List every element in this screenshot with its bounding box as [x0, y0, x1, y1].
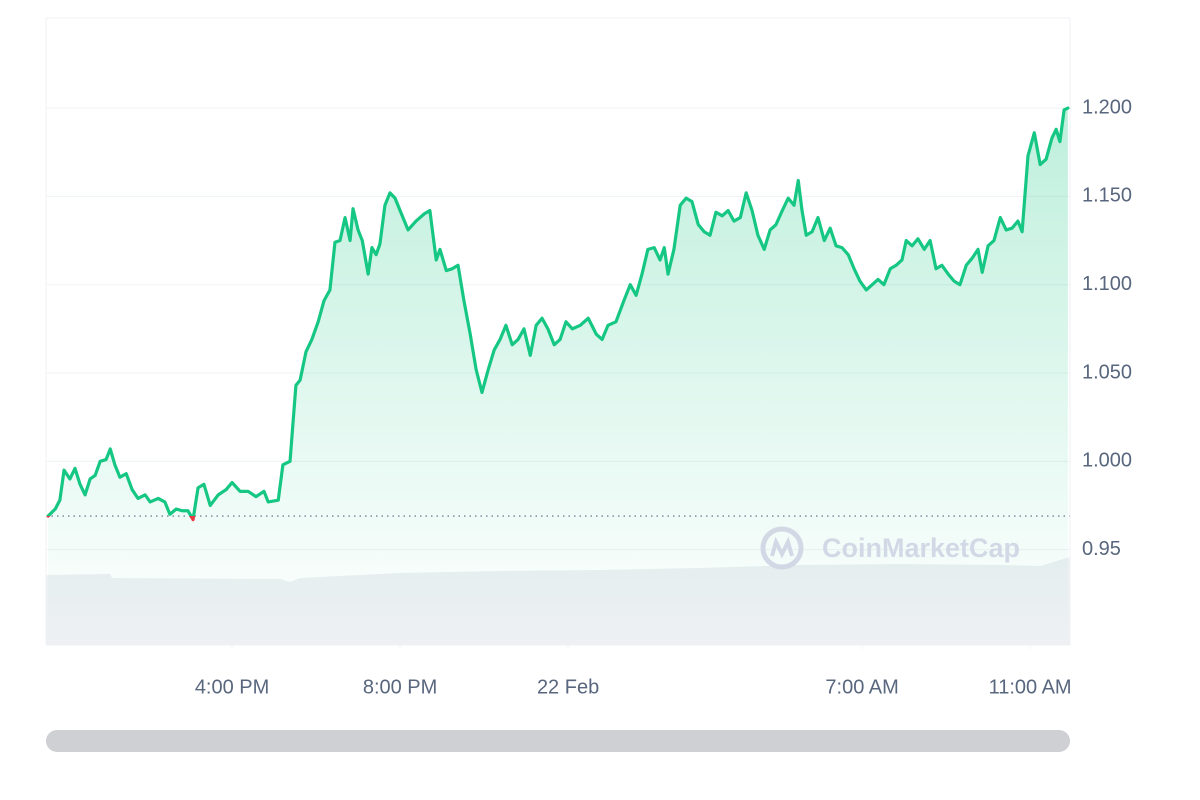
x-tick-label: 22 Feb [537, 676, 599, 698]
y-tick-label: 1.200 [1082, 96, 1132, 118]
plot [46, 106, 1070, 645]
watermark-logo [760, 526, 804, 570]
price-area [48, 108, 1068, 645]
price-line [46, 106, 1070, 522]
y-tick-label: 0.95 [1082, 538, 1121, 560]
x-tick-label: 8:00 PM [363, 676, 437, 698]
y-tick-label: 1.000 [1082, 450, 1132, 472]
y-tick-label: 1.150 [1082, 185, 1132, 207]
x-tick-label: 7:00 AM [825, 676, 898, 698]
watermark: CoinMarketCap [760, 526, 1020, 570]
x-tick-label: 11:00 AM [989, 676, 1072, 698]
y-tick-label: 1.050 [1082, 361, 1132, 383]
watermark-logo [770, 536, 794, 559]
y-tick-label: 1.100 [1082, 273, 1132, 295]
x-tick-label: 4:00 PM [195, 676, 269, 698]
watermark-text: CoinMarketCap [822, 533, 1020, 563]
scrollbar[interactable] [46, 730, 1070, 752]
